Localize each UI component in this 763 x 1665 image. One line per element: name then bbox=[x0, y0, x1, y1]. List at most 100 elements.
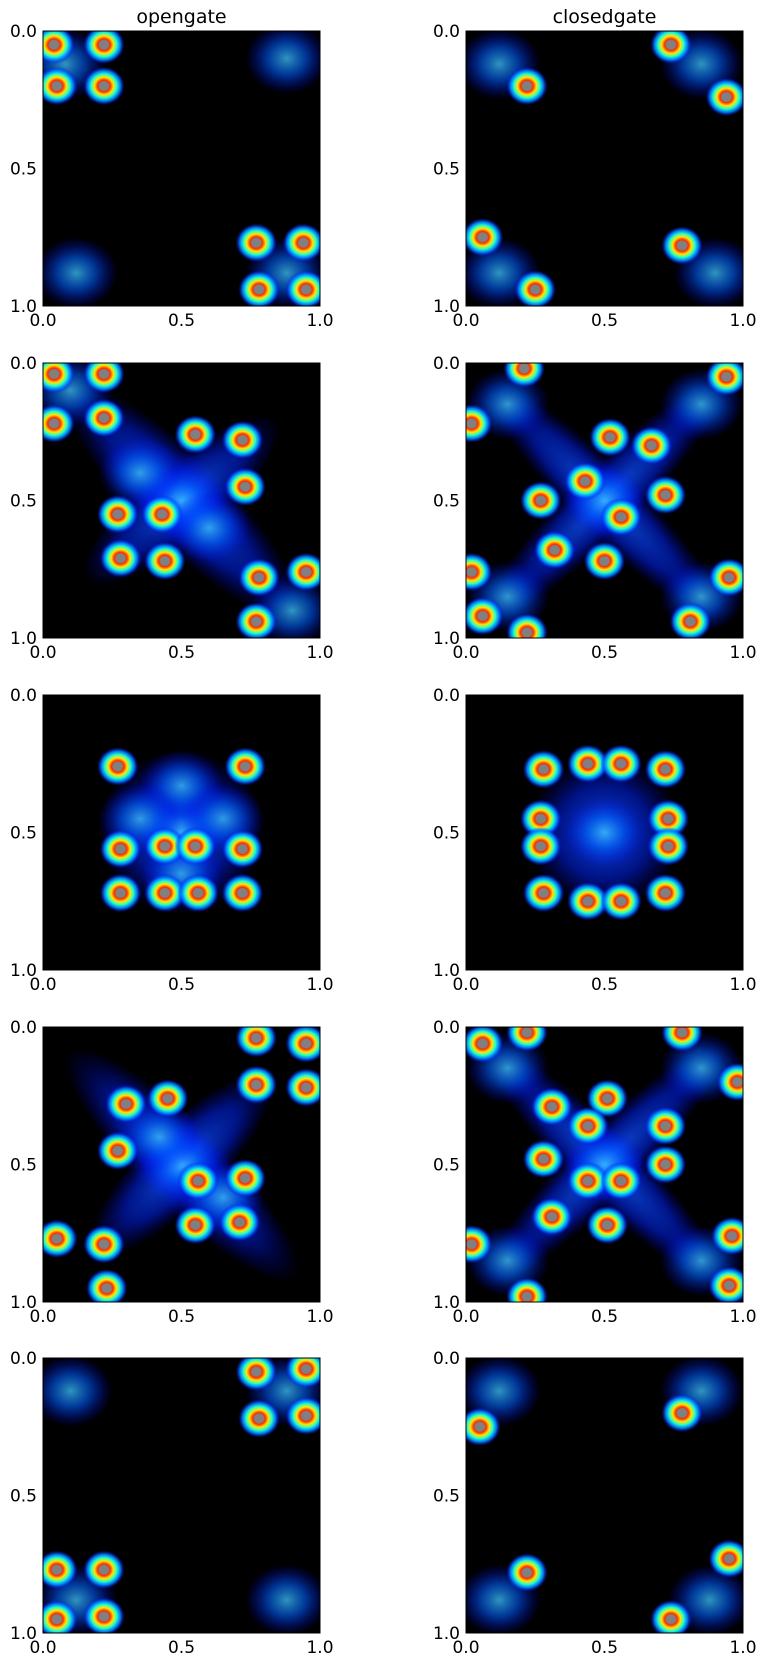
density-peak bbox=[99, 873, 142, 913]
density-haze bbox=[43, 237, 118, 306]
density-peak bbox=[506, 1277, 548, 1302]
density-peak bbox=[99, 829, 142, 869]
x-tick-label: 1.0 bbox=[306, 1307, 333, 1327]
x-tick-label: 0.0 bbox=[29, 975, 56, 995]
density-peak bbox=[224, 467, 266, 506]
density-peak bbox=[522, 873, 565, 913]
density-peak bbox=[221, 829, 264, 869]
x-tick-label: 1.0 bbox=[729, 1307, 756, 1327]
x-tick-label: 0.5 bbox=[591, 1638, 618, 1658]
density-peak bbox=[174, 1205, 217, 1245]
density-peak bbox=[97, 747, 139, 786]
x-tick-label: 0.5 bbox=[591, 975, 618, 995]
density-peak bbox=[43, 1219, 78, 1258]
density-peak bbox=[285, 1027, 320, 1063]
density-peak bbox=[282, 223, 320, 262]
density-peak bbox=[531, 1197, 573, 1236]
x-tick-label: 0.0 bbox=[452, 975, 479, 995]
density-peak bbox=[520, 799, 562, 838]
density-peak bbox=[235, 1065, 278, 1104]
density-peak bbox=[83, 31, 125, 64]
heatmap-panel-r3-c1: 0.00.51.00.0 0.5 1.0 bbox=[433, 1018, 757, 1327]
x-tick-label: 1.0 bbox=[306, 975, 333, 995]
y-tick-label: 1.0 bbox=[433, 961, 460, 981]
density-peak bbox=[43, 363, 75, 394]
density-peak bbox=[644, 475, 687, 515]
density-peak bbox=[218, 1203, 261, 1242]
density-peak bbox=[144, 827, 186, 866]
y-tick-label: 1.0 bbox=[10, 297, 37, 317]
x-tick-label: 0.0 bbox=[29, 1307, 56, 1327]
density-peak bbox=[705, 77, 743, 117]
density-peak bbox=[708, 1266, 743, 1302]
x-tick-label: 0.5 bbox=[591, 643, 618, 663]
x-tick-label: 0.0 bbox=[29, 311, 56, 331]
density-peak bbox=[235, 1027, 278, 1058]
y-tick-label: 0.0 bbox=[433, 1018, 460, 1038]
density-peak bbox=[650, 1600, 692, 1633]
x-tick-label: 0.5 bbox=[591, 311, 618, 331]
density-peak bbox=[177, 1161, 219, 1201]
y-tick-label: 1.0 bbox=[433, 629, 460, 649]
y-tick-label: 0.0 bbox=[433, 1349, 460, 1369]
heatmap-panel-r4-c0: 0.00.51.00.0 0.5 1.0 bbox=[10, 1349, 334, 1658]
heatmap-panel-r2-c0: 0.00.51.00.0 0.5 1.0 bbox=[10, 686, 334, 995]
x-tick-label: 0.5 bbox=[591, 1307, 618, 1327]
density-peak bbox=[644, 1106, 687, 1146]
density-peak bbox=[630, 426, 673, 465]
y-tick-label: 0.0 bbox=[10, 354, 37, 374]
density-peak bbox=[146, 1079, 189, 1118]
column-title-opengate: opengate bbox=[136, 6, 226, 28]
density-peak bbox=[466, 552, 493, 592]
density-peak bbox=[285, 270, 320, 306]
density-peak bbox=[466, 1027, 504, 1063]
density-peak bbox=[520, 481, 562, 520]
density-peak bbox=[141, 495, 183, 534]
density-peak bbox=[586, 1205, 629, 1245]
density-peak bbox=[567, 1161, 609, 1201]
y-tick-label: 0.0 bbox=[433, 22, 460, 42]
density-peak bbox=[43, 66, 78, 106]
heatmap-panel-r0-c1: 0.00.51.00.0 0.5 1.0 bbox=[433, 22, 757, 331]
density-peak bbox=[43, 31, 75, 64]
density-peak bbox=[235, 602, 278, 638]
density-peak bbox=[705, 363, 743, 396]
x-tick-label: 1.0 bbox=[729, 311, 756, 331]
density-peak bbox=[97, 495, 139, 534]
density-peak bbox=[589, 418, 631, 457]
density-haze bbox=[562, 796, 647, 869]
density-peak bbox=[522, 1139, 565, 1179]
density-peak bbox=[83, 1225, 125, 1264]
y-tick-label: 0.0 bbox=[433, 354, 460, 374]
density-peak bbox=[285, 1068, 320, 1107]
x-tick-label: 0.0 bbox=[452, 1307, 479, 1327]
heatmap-panel-r2-c1: 0.00.51.00.0 0.5 1.0 bbox=[433, 686, 757, 995]
y-tick-label: 0.5 bbox=[10, 160, 37, 180]
density-haze bbox=[245, 31, 320, 95]
x-tick-label: 0.0 bbox=[29, 1638, 56, 1658]
density-peak bbox=[174, 415, 217, 454]
heatmap-panel-r1-c0: 0.00.51.00.0 0.5 1.0 bbox=[10, 354, 334, 663]
density-peak bbox=[174, 827, 217, 866]
column-title-closedgate: closedgate bbox=[553, 6, 657, 28]
density-peak bbox=[600, 497, 642, 537]
y-tick-label: 0.0 bbox=[10, 686, 37, 706]
y-tick-label: 1.0 bbox=[10, 961, 37, 981]
density-peak bbox=[285, 552, 320, 592]
density-peak bbox=[83, 1597, 125, 1633]
density-peak bbox=[43, 404, 75, 443]
y-tick-label: 1.0 bbox=[433, 1293, 460, 1313]
x-tick-label: 0.0 bbox=[452, 1638, 479, 1658]
density-peak bbox=[503, 363, 545, 388]
density-peak bbox=[285, 1358, 320, 1389]
density-peak bbox=[83, 398, 125, 438]
density-peak bbox=[99, 539, 142, 578]
y-tick-label: 0.5 bbox=[10, 1487, 37, 1507]
density-haze bbox=[245, 1564, 320, 1633]
y-tick-label: 0.0 bbox=[10, 22, 37, 42]
density-peak bbox=[506, 1553, 548, 1592]
density-peak bbox=[514, 270, 557, 306]
density-peak bbox=[661, 1393, 703, 1433]
density-peak bbox=[564, 462, 606, 501]
